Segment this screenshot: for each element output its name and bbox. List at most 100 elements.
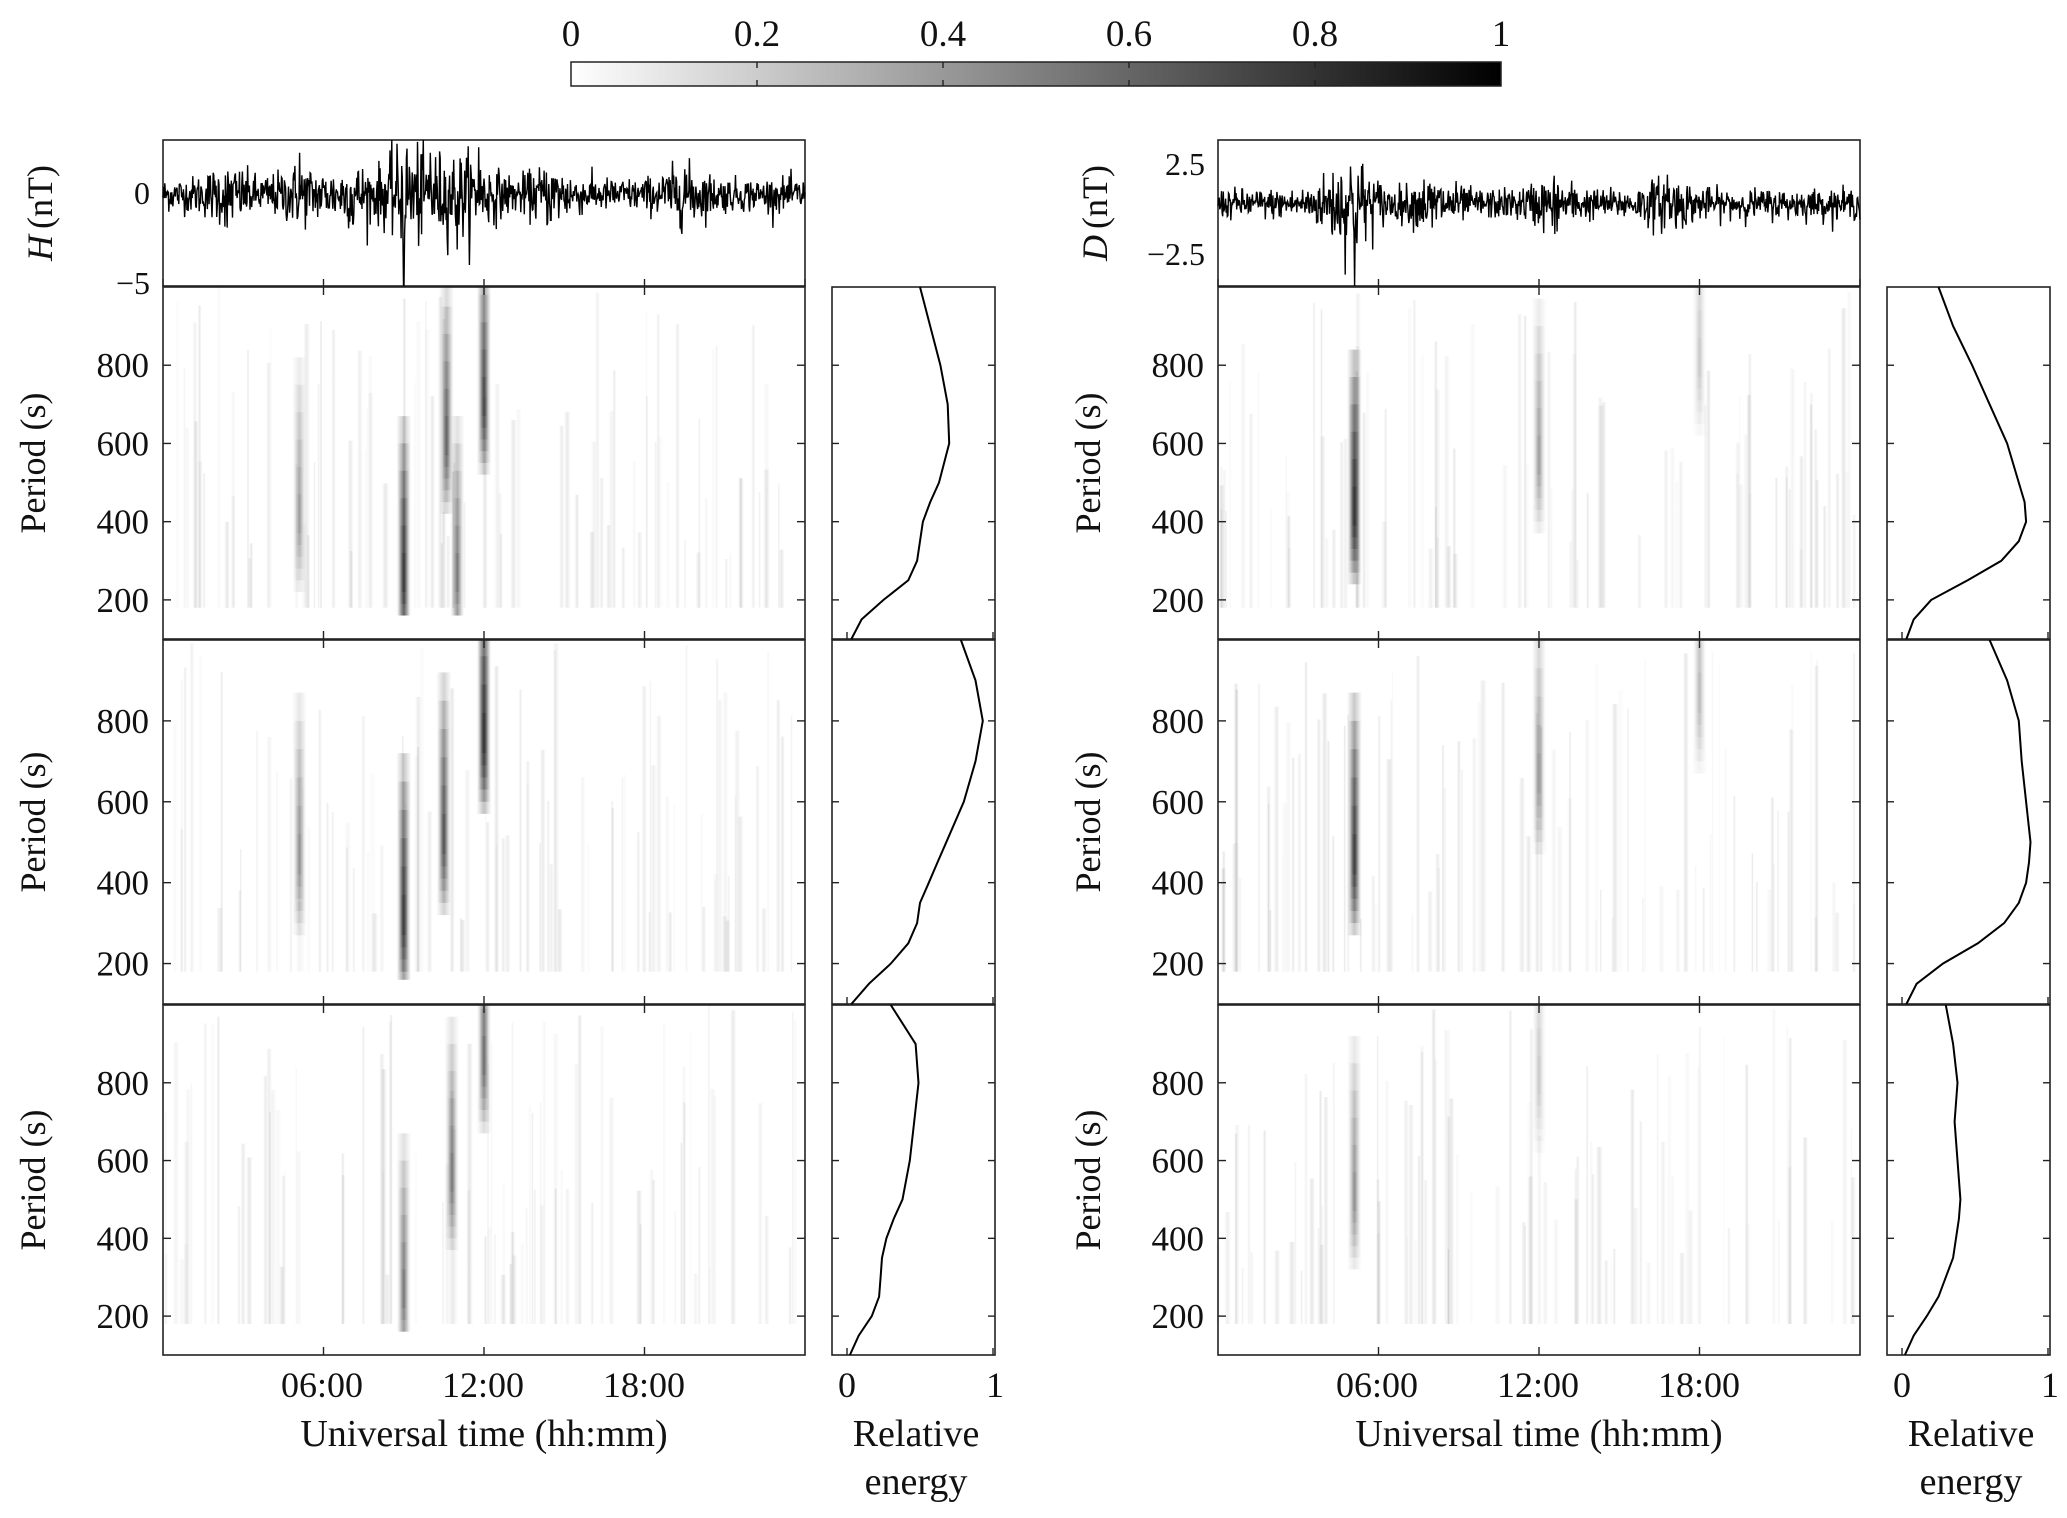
heatmap-streak (1777, 810, 1780, 972)
period-tick-label: 200 (1152, 945, 1205, 984)
d-heatmap-3 (1216, 1005, 1856, 1324)
heatmap-streak (356, 350, 363, 608)
heatmap-streak (647, 911, 652, 972)
period-tick-label: 400 (1152, 1219, 1205, 1258)
heatmap-streak (345, 847, 349, 972)
heatmap-streak (1286, 516, 1292, 608)
d-energy-2-curve (1905, 639, 2032, 1005)
heatmap-streak (599, 1026, 605, 1324)
heatmap-streak (1790, 684, 1794, 972)
d-scalogram-3-axis: 200 400 600 800 (1152, 1005, 1860, 1355)
heatmap-band (1351, 486, 1358, 526)
heatmap-streak (495, 845, 498, 972)
heatmap-streak (657, 436, 664, 607)
heatmap-streak (266, 737, 273, 972)
heatmap-streak (556, 909, 563, 972)
heatmap-streak (1523, 315, 1527, 608)
heatmap-streak (751, 325, 756, 608)
heatmap-streak (1852, 653, 1856, 972)
h-energy-column: 0 1 Relative energy (831, 286, 1004, 1503)
heatmap-streak (240, 1143, 246, 1324)
heatmap-streak (172, 1042, 180, 1324)
heatmap-streak (1546, 351, 1552, 608)
colorbar-gradient (570, 61, 1502, 87)
heatmap-streak (1787, 488, 1792, 608)
heatmap-streak (1270, 508, 1273, 608)
energy-curve (1905, 639, 2032, 1005)
heatmap-streak (525, 761, 531, 972)
heatmap-streak (573, 1064, 579, 1324)
heatmap-streak (1444, 1029, 1448, 1324)
heatmap-streak (1525, 836, 1532, 972)
heatmap-streak (1282, 803, 1289, 972)
heatmap-streak (1637, 535, 1642, 608)
heatmap-streak (1656, 1055, 1660, 1324)
heatmap-streak (764, 1215, 770, 1324)
period-ylabel: Period (s) (1068, 752, 1108, 893)
timeseries-line (162, 139, 806, 287)
heatmap-streak (493, 666, 500, 972)
heatmap-streak (1744, 1064, 1749, 1324)
heatmap-streak (577, 1015, 583, 1324)
heatmap-streak (1641, 898, 1645, 972)
heatmap-band (400, 1269, 408, 1309)
heatmap-streak (1719, 665, 1721, 972)
heatmap-streak (1698, 1027, 1702, 1324)
heatmap-streak (1470, 1191, 1474, 1324)
heatmap-streak (763, 469, 770, 608)
heatmap-streak (533, 1189, 537, 1324)
d-scalogram-1-axis: 200 400 600 800 (1152, 287, 1860, 639)
heatmap-streak (504, 835, 511, 972)
heatmap-streak (1420, 1051, 1424, 1324)
heatmap-streak (1517, 314, 1523, 608)
d-scalogram-3: 200 400 600 800 Period (s) 06:00 12:00 18:0… (1068, 1004, 1861, 1455)
heatmap-streak (1751, 853, 1754, 972)
heatmap-streak (1224, 1211, 1231, 1324)
energy-xlabel-line2: energy (1920, 1461, 2023, 1503)
heatmap-streak (673, 804, 675, 971)
time-tick-label: 06:00 (1336, 1365, 1418, 1405)
heatmap-streak (216, 1016, 220, 1324)
heatmap-streak (1755, 881, 1758, 972)
period-ylabel: Period (s) (13, 393, 53, 534)
heatmap-streak (538, 1204, 545, 1324)
energy-curve (1905, 286, 2028, 640)
h-scalogram-3: 200 400 600 800 Period (s) 06:00 12:00 18:0… (13, 1004, 806, 1455)
heatmap-streak (727, 876, 731, 972)
heatmap-streak (763, 384, 770, 608)
heatmap-streak (757, 1103, 763, 1324)
heatmap-streak (1304, 1073, 1308, 1324)
heatmap-streak (352, 868, 356, 972)
heatmap-streak (1603, 1260, 1609, 1324)
energy-xlabel-line2: energy (865, 1461, 968, 1503)
heatmap-streak (655, 715, 662, 972)
heatmap-streak (1451, 553, 1459, 608)
heatmap-streak (639, 1224, 642, 1324)
heatmap-streak (518, 689, 523, 972)
heatmap-streak (1675, 889, 1681, 972)
energy-curve (850, 286, 951, 640)
heatmap-streak (1842, 1039, 1848, 1324)
heatmap-streak (611, 808, 615, 972)
heatmap-streak (1679, 1253, 1685, 1324)
timeseries-line (1217, 163, 1861, 287)
colorbar: 0 0.2 0.4 0.6 0.8 1 (562, 14, 1510, 87)
heatmap-streak (1300, 1270, 1303, 1324)
heatmap-streak (316, 383, 321, 608)
heatmap-streak (589, 532, 596, 608)
heatmap-band (1351, 834, 1358, 875)
heatmap-streak (289, 778, 293, 972)
colorbar-tick-label: 0.6 (1106, 14, 1152, 55)
heatmap-streak (1240, 343, 1247, 608)
heatmap-streak (1471, 738, 1477, 972)
heatmap-streak (580, 777, 586, 972)
heatmap-streak (682, 1102, 686, 1324)
heatmap-streak (560, 1170, 563, 1324)
heatmap-streak (217, 288, 222, 608)
heatmap-band (448, 1152, 456, 1192)
heatmap-streak (483, 1236, 488, 1324)
heatmap-streak (389, 1014, 393, 1324)
heatmap-streak (1822, 505, 1827, 608)
heatmap-streak (1550, 749, 1557, 972)
heatmap-streak (1810, 651, 1813, 972)
